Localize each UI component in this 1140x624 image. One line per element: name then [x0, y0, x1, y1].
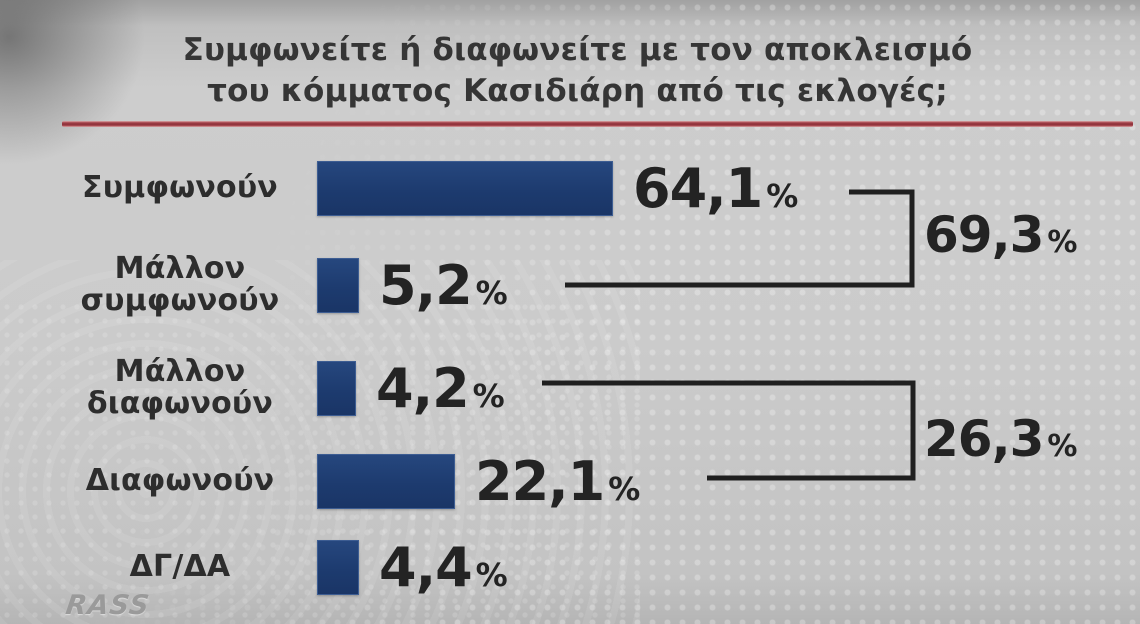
- background-smudge: [0, 0, 150, 170]
- bar: [317, 257, 359, 313]
- category-label: Μάλλον διαφωνούν: [87, 354, 273, 421]
- percent-sign: %: [475, 555, 508, 594]
- category-label: ΔΓ/ΔΑ: [129, 549, 231, 584]
- category-label: Διαφωνούν: [85, 463, 275, 498]
- percent-sign: %: [472, 376, 505, 415]
- bar-row-disagree: Διαφωνούν 22,1%: [52, 450, 641, 513]
- group-total-disagree: 26,3%: [924, 410, 1077, 468]
- group-total-agree: 69,3%: [924, 206, 1077, 264]
- value-number: 64,1: [633, 156, 763, 220]
- chart-title: Συμφωνείτε ή διαφωνείτε με τον αποκλεισμ…: [30, 30, 1125, 112]
- bar: [317, 453, 455, 509]
- bar: [317, 539, 359, 595]
- percent-sign: %: [608, 469, 641, 508]
- bar-row-rather-agree: Μάλλον συμφωνούν 5,2%: [52, 251, 508, 318]
- title-divider-line: [62, 121, 1133, 127]
- group-total-number: 69,3: [924, 206, 1044, 264]
- bar-row-agree: Συμφωνούν 64,1%: [52, 157, 798, 220]
- category-label: Μάλλον συμφωνούν: [80, 251, 280, 318]
- bar-row-rather-disagree: Μάλλον διαφωνούν 4,2%: [52, 354, 505, 421]
- background-top-band: [0, 0, 1140, 26]
- value-label: 5,2%: [379, 254, 508, 317]
- value-label: 4,2%: [376, 357, 505, 420]
- value-number: 22,1: [475, 449, 605, 513]
- bar: [317, 360, 356, 416]
- value-number: 5,2: [379, 253, 473, 317]
- value-label: 64,1%: [633, 157, 798, 220]
- value-number: 4,2: [376, 356, 470, 420]
- group-total-number: 26,3: [924, 410, 1044, 468]
- bar: [317, 160, 613, 216]
- category-label: Συμφωνούν: [82, 170, 278, 205]
- percent-sign: %: [475, 273, 508, 312]
- percent-sign: %: [1047, 429, 1078, 464]
- value-number: 4,4: [379, 535, 473, 599]
- chart-title-line2: του κόμματος Κασιδιάρη από τις εκλογές;: [207, 73, 948, 109]
- percent-sign: %: [766, 176, 799, 215]
- percent-sign: %: [1047, 225, 1078, 260]
- chart-title-line1: Συμφωνείτε ή διαφωνείτε με τον αποκλεισμ…: [182, 32, 973, 68]
- value-label: 4,4%: [379, 536, 508, 599]
- value-label: 22,1%: [475, 450, 640, 513]
- rass-logo: RASS: [63, 590, 152, 621]
- bar-row-dont-know: ΔΓ/ΔΑ 4,4%: [52, 536, 508, 599]
